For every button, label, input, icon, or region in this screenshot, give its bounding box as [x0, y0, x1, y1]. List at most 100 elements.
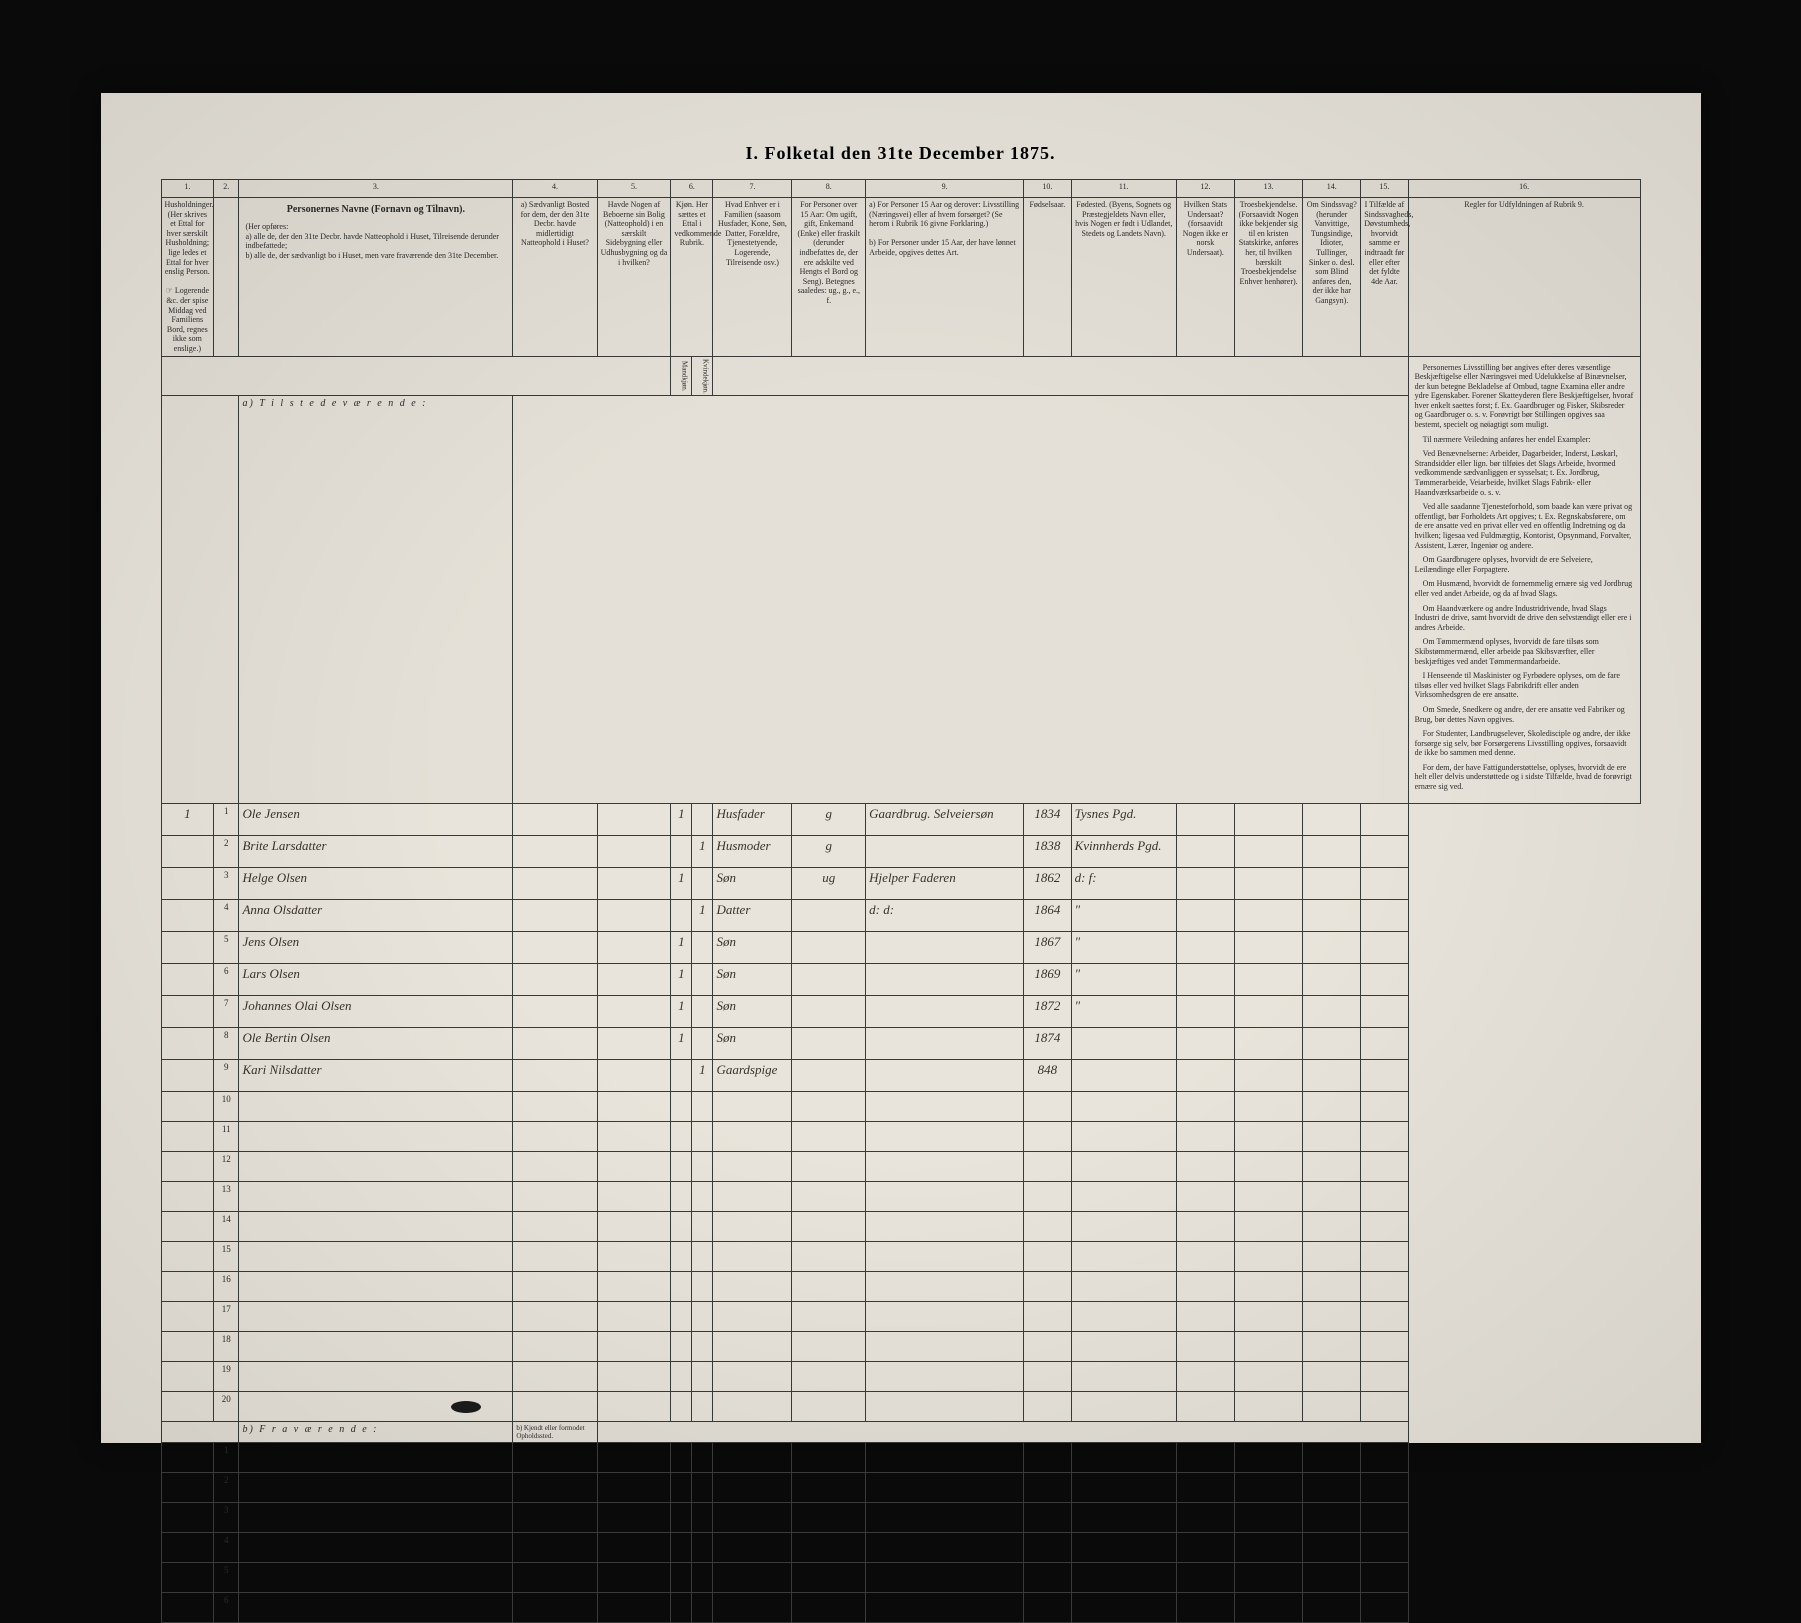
cell-personnum: 6	[214, 963, 239, 995]
table-row: 17	[161, 1301, 1640, 1331]
cell-c15	[1361, 995, 1408, 1027]
coln-4: 4.	[513, 180, 597, 198]
hdr-5: Havde Nogen af Beboerne sin Bolig (Natte…	[597, 198, 671, 357]
cell-male: 1	[671, 1027, 692, 1059]
cell-female: 1	[692, 1059, 713, 1091]
cell-c5	[597, 1027, 671, 1059]
cell-c14	[1303, 963, 1361, 995]
hdr-16: Regler for Udfyldningen af Rubrik 9.	[1408, 198, 1640, 357]
cell-household	[161, 835, 214, 867]
cell-c14	[1303, 803, 1361, 835]
cell-c12	[1176, 1027, 1234, 1059]
hdr-1: Husholdninger. (Her skrives et Ettal for…	[161, 198, 214, 357]
cell-year: 1862	[1024, 867, 1071, 899]
cell-household	[161, 963, 214, 995]
coln-14: 14.	[1303, 180, 1361, 198]
cell-civil	[792, 963, 866, 995]
cell-occupation	[866, 835, 1024, 867]
cell-name: Anna Olsdatter	[239, 899, 513, 931]
cell-name: Johannes Olai Olsen	[239, 995, 513, 1027]
cell-c15	[1361, 1059, 1408, 1091]
coln-15: 15.	[1361, 180, 1408, 198]
cell-household: 1	[161, 803, 214, 835]
cell-c4	[513, 931, 597, 963]
cell-birthplace: "	[1071, 995, 1176, 1027]
table-row: 13	[161, 1181, 1640, 1211]
cell-occupation: Hjelper Faderen	[866, 867, 1024, 899]
hdr-15: I Tilfælde af Sindssvagheds, Døvstumheds…	[1361, 198, 1408, 357]
coln-12: 12.	[1176, 180, 1234, 198]
cell-birthplace: "	[1071, 931, 1176, 963]
cell-civil	[792, 995, 866, 1027]
cell-c4	[513, 899, 597, 931]
coln-8: 8.	[792, 180, 866, 198]
coln-13: 13.	[1234, 180, 1302, 198]
cell-c13	[1234, 899, 1302, 931]
cell-personnum: 2	[214, 835, 239, 867]
section-b-row: b) F r a v æ r e n d e : b) Kjendt eller…	[161, 1421, 1640, 1443]
cell-c15	[1361, 899, 1408, 931]
cell-name: Ole Jensen	[239, 803, 513, 835]
cell-name: Lars Olsen	[239, 963, 513, 995]
table-row: 5	[161, 1563, 1640, 1593]
cell-c4	[513, 867, 597, 899]
cell-c5	[597, 803, 671, 835]
table-row: 3 Helge Olsen 1 Søn ug Hjelper Faderen 1…	[161, 867, 1640, 899]
census-page: I. Folketal den 31te December 1875. 1. 2…	[101, 93, 1701, 1443]
cell-female: 1	[692, 835, 713, 867]
cell-c14	[1303, 835, 1361, 867]
cell-name: Brite Larsdatter	[239, 835, 513, 867]
cell-name: Ole Bertin Olsen	[239, 1027, 513, 1059]
cell-year: 1867	[1024, 931, 1071, 963]
table-row: 5 Jens Olsen 1 Søn 1867 "	[161, 931, 1640, 963]
hdr-4: a) Sædvanligt Bosted for dem, der den 31…	[513, 198, 597, 357]
header-desc-row: Husholdninger. (Her skrives et Ettal for…	[161, 198, 1640, 357]
table-row: 19	[161, 1361, 1640, 1391]
cell-household	[161, 995, 214, 1027]
cell-personnum: 8	[214, 1027, 239, 1059]
cell-family: Søn	[713, 995, 792, 1027]
subheader-row: Mandkjøn. Kvindekjøn. Personernes Livsst…	[161, 356, 1640, 396]
cell-birthplace: d: f:	[1071, 867, 1176, 899]
cell-personnum: 5	[214, 931, 239, 963]
cell-c4	[513, 835, 597, 867]
cell-c14	[1303, 867, 1361, 899]
cell-birthplace: "	[1071, 899, 1176, 931]
cell-occupation: Gaardbrug. Selveiersøn	[866, 803, 1024, 835]
cell-family: Søn	[713, 867, 792, 899]
table-row: 18	[161, 1331, 1640, 1361]
hdr-6k: Kvindekjøn.	[692, 356, 713, 396]
page-title: I. Folketal den 31te December 1875.	[161, 143, 1641, 164]
cell-c15	[1361, 931, 1408, 963]
coln-6: 6.	[671, 180, 713, 198]
cell-year: 1834	[1024, 803, 1071, 835]
cell-c5	[597, 995, 671, 1027]
table-row: 16	[161, 1271, 1640, 1301]
cell-c13	[1234, 995, 1302, 1027]
cell-family: Husmoder	[713, 835, 792, 867]
hdr-11: Fødested. (Byens, Sognets og Præstegjeld…	[1071, 198, 1176, 357]
coln-1: 1.	[161, 180, 214, 198]
cell-male: 1	[671, 963, 692, 995]
cell-c12	[1176, 803, 1234, 835]
table-row: 6 Lars Olsen 1 Søn 1869 "	[161, 963, 1640, 995]
table-row: 9 Kari Nilsdatter 1 Gaardspige 848	[161, 1059, 1640, 1091]
cell-occupation: d: d:	[866, 899, 1024, 931]
cell-male: 1	[671, 803, 692, 835]
cell-female	[692, 931, 713, 963]
cell-household	[161, 867, 214, 899]
cell-c12	[1176, 963, 1234, 995]
cell-female	[692, 995, 713, 1027]
cell-birthplace: "	[1071, 963, 1176, 995]
cell-occupation	[866, 1059, 1024, 1091]
cell-family: Søn	[713, 963, 792, 995]
hdr-12: Hvilken Stats Undersaat? (forsaavidt Nog…	[1176, 198, 1234, 357]
cell-civil	[792, 1027, 866, 1059]
cell-household	[161, 1027, 214, 1059]
table-row: 1 1 Ole Jensen 1 Husfader g Gaardbrug. S…	[161, 803, 1640, 835]
hdr-4b: b) Kjendt eller formodet Opholdssted.	[513, 1421, 597, 1443]
cell-c5	[597, 931, 671, 963]
cell-c4	[513, 1059, 597, 1091]
cell-civil	[792, 931, 866, 963]
table-row: 7 Johannes Olai Olsen 1 Søn 1872 "	[161, 995, 1640, 1027]
